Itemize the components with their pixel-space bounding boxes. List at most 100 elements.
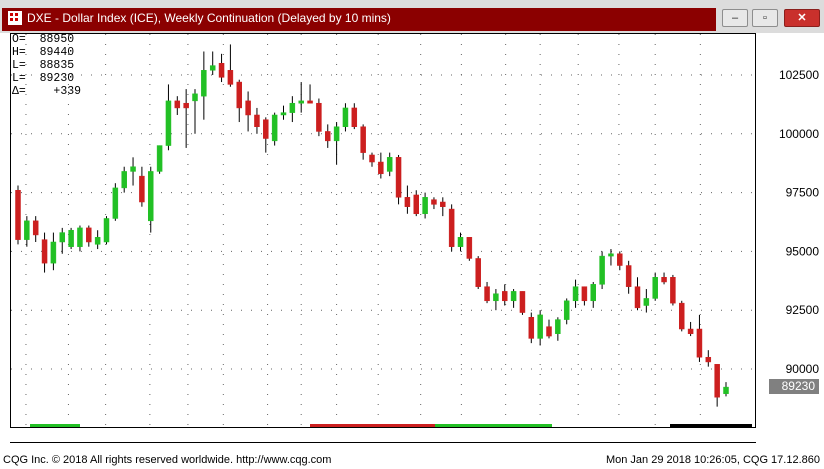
price-axis[interactable]	[756, 33, 824, 427]
candle-body	[271, 114, 278, 142]
cqg-app-icon	[8, 11, 22, 25]
candle-body	[617, 253, 623, 266]
candle-body	[723, 386, 729, 394]
candle-body	[59, 232, 65, 243]
candle-body	[342, 107, 349, 127]
candle-body	[687, 328, 694, 334]
candle-body	[148, 171, 154, 222]
trend-strip	[552, 424, 630, 427]
candle-body	[378, 161, 384, 175]
candle-body	[112, 187, 119, 219]
candle-body	[236, 81, 242, 109]
restore-button[interactable]: ▫	[752, 9, 778, 27]
price-tick-label: 92500	[786, 303, 820, 317]
close-button[interactable]: ✕	[784, 9, 820, 27]
candle-body	[572, 286, 579, 302]
time-axis[interactable]	[10, 427, 756, 443]
ohlc-open: O= 88950	[12, 33, 75, 46]
candle-body	[395, 157, 402, 198]
candle-body	[634, 286, 641, 309]
candle-body	[316, 102, 322, 132]
candle-body	[86, 227, 92, 243]
candle-body	[502, 291, 508, 302]
last-price-box: 89230	[769, 379, 819, 394]
ohlc-change: Δ= +339	[12, 85, 82, 98]
candle-body	[245, 100, 251, 116]
price-tick-label: 90000	[786, 362, 820, 376]
candle-body	[466, 237, 473, 259]
window-titlebar	[0, 0, 824, 33]
candle-body	[351, 107, 358, 127]
candle-body	[528, 317, 535, 339]
candle-body	[431, 199, 437, 205]
candle-body	[209, 65, 216, 71]
candle-body	[227, 70, 234, 85]
candle-body	[174, 100, 181, 109]
candle-body	[192, 93, 198, 102]
trend-strip	[435, 424, 552, 427]
candle-body	[360, 126, 366, 153]
candle-body	[130, 166, 136, 172]
ohlc-readout: O= 88950 H= 89440 L= 88835 L= 89230 Δ= +…	[12, 33, 81, 98]
candle-body	[484, 286, 490, 302]
timestamp-text: Mon Jan 29 2018 10:26:05, CQG 17.12.860	[605, 454, 820, 466]
candle-body	[24, 220, 30, 240]
candle-body	[94, 237, 101, 245]
candle-body	[625, 265, 632, 287]
ohlc-high: H= 89440	[12, 46, 75, 59]
candle-body	[555, 319, 561, 334]
candle-body	[218, 62, 225, 78]
chart-plot-area[interactable]	[10, 33, 756, 427]
window-title: DXE - Dollar Index (ICE), Weekly Continu…	[27, 11, 391, 25]
candle-body	[422, 197, 428, 215]
trend-strip	[310, 424, 435, 427]
candle-body	[333, 126, 340, 142]
candle-body	[201, 70, 207, 97]
candle-body	[121, 171, 127, 189]
candle-body	[41, 239, 48, 264]
candle-body	[670, 277, 676, 304]
candle-body	[68, 229, 74, 247]
minimize-icon: –	[731, 12, 739, 24]
candle-body	[280, 112, 287, 116]
copyright-text: CQG Inc. © 2018 All rights reserved worl…	[3, 454, 332, 466]
candle-body	[679, 302, 685, 330]
candle-body	[519, 291, 526, 313]
price-tick-label: 95000	[786, 244, 820, 258]
candle-body	[15, 189, 21, 240]
candle-body	[298, 100, 304, 104]
candle-body	[404, 197, 411, 207]
candle-body	[510, 291, 517, 302]
candle-body	[50, 241, 57, 264]
ohlc-low: L= 88835	[12, 59, 75, 72]
price-tick-label: 100000	[779, 127, 819, 141]
candle-body	[156, 145, 163, 172]
trend-strip	[30, 424, 80, 427]
candle-body	[440, 201, 446, 207]
candle-body	[537, 314, 543, 339]
price-tick-label: 102500	[779, 68, 819, 82]
trend-strip	[670, 424, 752, 427]
candle-body	[448, 208, 455, 247]
candle-body	[590, 284, 596, 302]
candle-body	[705, 356, 712, 363]
candle-body	[289, 102, 296, 113]
candle-body	[714, 364, 720, 398]
candle-body	[581, 286, 588, 302]
minimize-button[interactable]: –	[722, 9, 748, 27]
candle-body	[139, 175, 145, 203]
candle-body	[652, 277, 658, 299]
candle-body	[325, 131, 331, 142]
candle-body	[696, 328, 703, 358]
candle-body	[263, 119, 269, 139]
candle-body	[32, 220, 39, 236]
candle-body	[661, 277, 667, 283]
candle-body	[77, 227, 83, 247]
restore-icon: ▫	[763, 12, 767, 24]
candle-body	[165, 100, 172, 146]
candle-body	[307, 100, 313, 104]
candle-body	[608, 253, 614, 257]
candle-body	[599, 255, 605, 285]
candle-body	[457, 237, 464, 247]
